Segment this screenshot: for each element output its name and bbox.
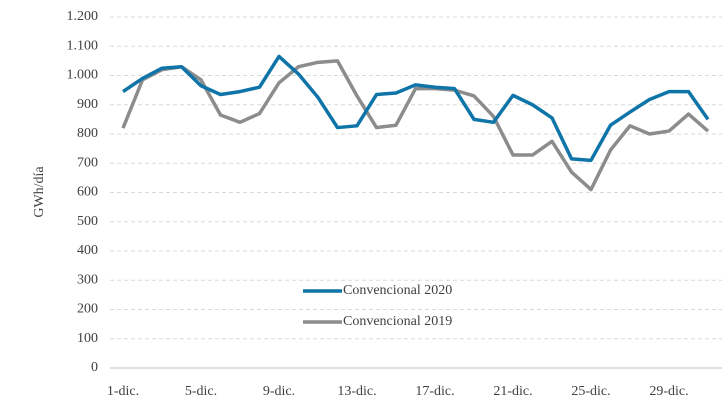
y-tick-label: 200 [77,302,98,317]
x-tick-label: 1-dic. [107,384,139,399]
y-tick-label: 1.000 [67,68,99,83]
y-tick-label: 0 [91,360,98,375]
y-tick-label: 100 [77,331,98,346]
y-tick-label: 1.200 [67,9,99,24]
x-tick-label: 13-dic. [337,384,376,399]
x-tick-label: 21-dic. [493,384,532,399]
x-tick-label: 25-dic. [571,384,610,399]
legend-label: Convencional 2019 [343,314,452,329]
x-tick-label: 17-dic. [415,384,454,399]
series-line [122,54,710,163]
x-tick-label: 29-dic. [649,384,688,399]
y-tick-label: 600 [77,185,98,200]
y-tick-label: 900 [77,97,98,112]
legend-label: Convencional 2020 [343,283,452,298]
y-tick-label: 400 [77,243,98,258]
y-tick-label: 1.100 [67,38,99,53]
y-axis-label: GWh/día [32,166,47,218]
x-tick-label: 5-dic. [185,384,217,399]
y-tick-label: 800 [77,126,98,141]
x-tick-label: 9-dic. [263,384,295,399]
series-line [121,59,710,192]
y-tick-label: 300 [77,272,98,287]
y-tick-label: 700 [77,155,98,170]
y-tick-label: 500 [77,214,98,229]
